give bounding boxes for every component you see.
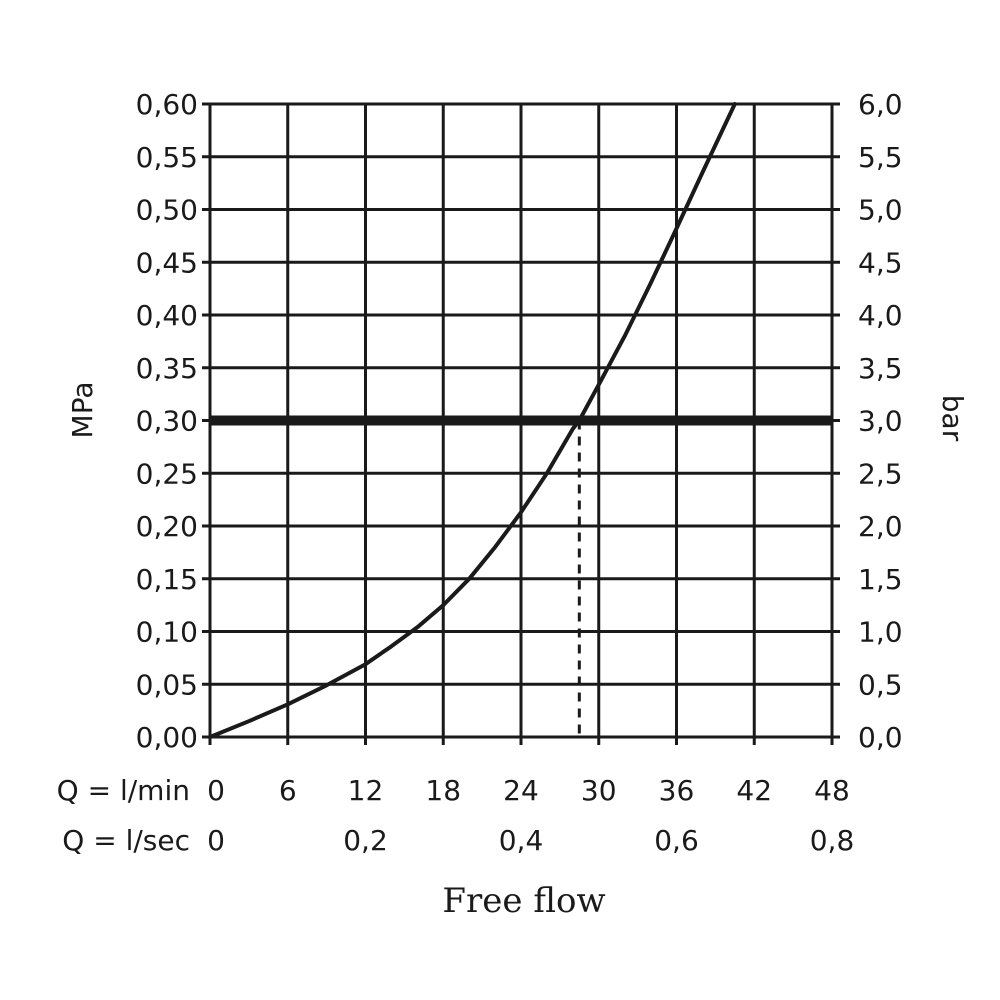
chart-title: Free flow	[442, 881, 605, 921]
y-tick-label-left: 0,50	[136, 194, 198, 227]
frame-layer	[208, 102, 834, 739]
y-tick-label-right: 6,0	[858, 88, 903, 121]
x-tick-label: 0,8	[810, 824, 855, 857]
x-tick-label: 0	[207, 774, 225, 807]
y-tick-label-right: 1,0	[858, 616, 903, 649]
y-tick-label-left: 0,30	[136, 405, 198, 438]
y-tick-label-left: 0,25	[136, 457, 198, 490]
x-tick-label: 42	[736, 774, 772, 807]
y-tick-label-left: 0,55	[136, 141, 198, 174]
x-tick-label: 0,2	[343, 824, 388, 857]
x-tick-label: 36	[659, 774, 695, 807]
y-tick-label-left: 0,00	[136, 721, 198, 754]
y-tick-label-right: 1,5	[858, 563, 903, 596]
y-tick-label-left: 0,10	[136, 616, 198, 649]
x-axis-row-label: Q = l/sec	[62, 824, 190, 857]
y-tick-label-left: 0,60	[136, 88, 198, 121]
flow-curve	[208, 102, 737, 739]
y-tick-label-right: 2,0	[858, 510, 903, 543]
y-tick-label-right: 3,0	[858, 405, 903, 438]
x-tick-label: 0	[207, 824, 225, 857]
x-tick-label: 18	[425, 774, 461, 807]
reference-layer	[210, 415, 832, 737]
y-tick-label-left: 0,20	[136, 510, 198, 543]
y-tick-label-left: 0,40	[136, 299, 198, 332]
x-tick-label: 24	[503, 774, 539, 807]
y-axis-left-label: MPa	[66, 382, 99, 439]
y-tick-label-right: 0,5	[858, 668, 903, 701]
y-tick-label-right: 4,5	[858, 246, 903, 279]
y-tick-label-left: 0,35	[136, 352, 198, 385]
x-tick-label: 48	[814, 774, 850, 807]
y-tick-label-left: 0,05	[136, 668, 198, 701]
curve-layer	[208, 102, 737, 739]
y-tick-label-left: 0,45	[136, 246, 198, 279]
x-tick-label: 30	[581, 774, 617, 807]
y-tick-label-left: 0,15	[136, 563, 198, 596]
x-tick-label: 0,6	[654, 824, 699, 857]
y-tick-label-right: 3,5	[858, 352, 903, 385]
x-tick-label: 0,4	[499, 824, 544, 857]
y-axis-right-label: bar	[936, 395, 969, 442]
x-tick-label: 12	[348, 774, 384, 807]
y-tick-label-right: 5,5	[858, 141, 903, 174]
label-layer: 0,00 0,00,05 0,50,10 1,00,15 1,50,20 2,00,25 2…	[57, 88, 903, 857]
x-tick-label: 6	[279, 774, 297, 807]
plot-frame	[208, 102, 834, 739]
y-tick-label-right: 0,0	[858, 721, 903, 754]
x-axis-row-label: Q = l/min	[57, 774, 190, 807]
y-tick-label-right: 5,0	[858, 194, 903, 227]
y-tick-label-right: 2,5	[858, 457, 903, 490]
y-tick-label-right: 4,0	[858, 299, 903, 332]
